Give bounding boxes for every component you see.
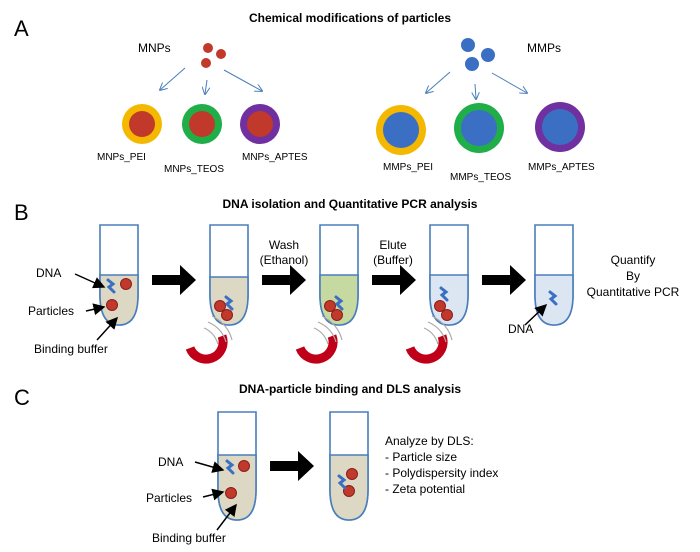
elute-buffer-label: (Buffer)	[373, 253, 413, 267]
dls-zeta-potential: - Zeta potential	[385, 482, 465, 496]
label-arrows-b	[74, 273, 119, 341]
mmps-aptes-label: MMPs_APTES	[528, 162, 595, 173]
process-arrows-b	[152, 265, 526, 295]
particles-label: Particles	[28, 304, 74, 318]
eluted-dna-label: DNA	[508, 322, 533, 336]
tube-c-2	[329, 411, 369, 521]
modification-arrows	[160, 67, 527, 99]
label-arrows-c	[194, 461, 237, 531]
mnps-label: MNPs	[138, 41, 171, 55]
mmps-pei-label: MMPs_PEI	[383, 162, 433, 173]
quantify-method-label: Quantitative PCR	[587, 285, 680, 299]
elute-label: Elute	[379, 238, 407, 252]
panel-a-title: Chemical modifications of particles	[249, 11, 451, 25]
mnps-aptes-label: MNPs_APTES	[242, 152, 308, 163]
mmps-label: MMPs	[527, 41, 561, 55]
mnps-teos-label: MNPs_TEOS	[164, 164, 224, 175]
dls-heading: Analyze by DLS:	[385, 434, 474, 448]
mnps-pei-label: MNPs_PEI	[97, 152, 146, 163]
quantify-by-label: By	[626, 269, 640, 283]
mmps-teos-label: MMPs_TEOS	[450, 172, 511, 183]
binding-buffer-label: Binding buffer	[34, 342, 108, 356]
wash-label: Wash	[269, 238, 299, 252]
mnp-particles	[201, 43, 226, 68]
tube-c-1	[217, 411, 257, 521]
tube-2	[209, 224, 249, 326]
quantify-label: Quantify	[611, 253, 656, 267]
tube-1	[99, 224, 139, 326]
mnp-coated-clusters	[122, 104, 280, 144]
panel-c-title: DNA-particle binding and DLS analysis	[239, 382, 461, 396]
eluted-dna-arrow	[524, 303, 548, 326]
panel-c-letter: C	[14, 385, 30, 410]
process-arrow-c	[270, 451, 314, 481]
wash-solvent-label: (Ethanol)	[260, 253, 309, 267]
panel-b-letter: B	[14, 200, 29, 225]
dls-particle-size: - Particle size	[385, 450, 457, 464]
binding-buffer-label-c: Binding buffer	[152, 531, 226, 545]
dna-label: DNA	[36, 266, 61, 280]
panel-a-letter: A	[14, 16, 29, 41]
panel-b-title: DNA isolation and Quantitative PCR analy…	[223, 197, 478, 211]
dna-label-c: DNA	[158, 455, 183, 469]
tube-4	[429, 224, 469, 326]
dls-polydispersity: - Polydispersity index	[385, 466, 498, 480]
particles-label-c: Particles	[146, 491, 192, 505]
tube-3	[319, 224, 359, 326]
mmp-coated-clusters	[376, 102, 585, 155]
mmp-particles	[461, 38, 495, 71]
